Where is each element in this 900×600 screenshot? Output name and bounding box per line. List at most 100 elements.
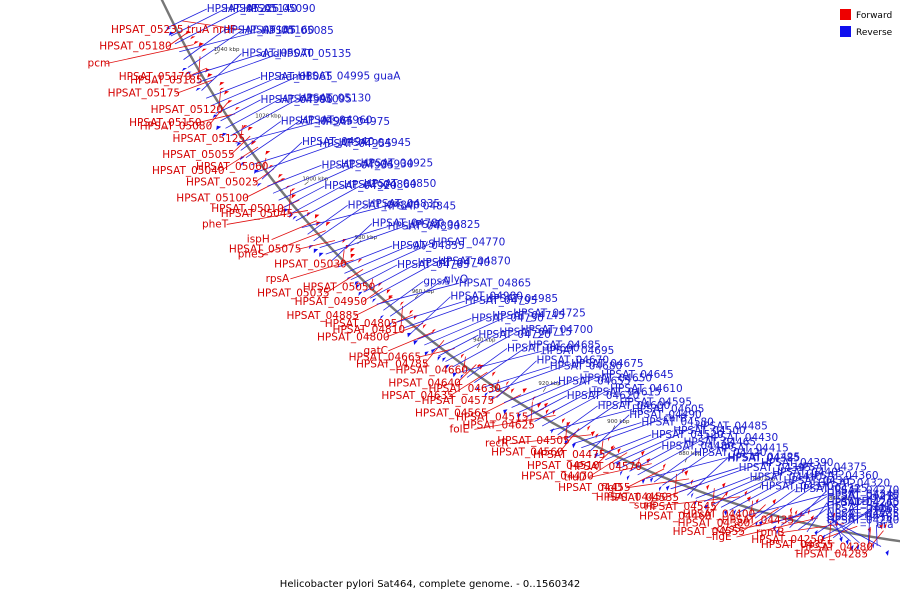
forward-gene-arrow (706, 484, 710, 491)
reverse-gene-label: HPSAT_04650 (580, 372, 653, 384)
forward-gene-arrow (247, 126, 253, 131)
forward-gene-arrow (544, 402, 549, 408)
label-leader-line (230, 98, 299, 137)
forward-gene-label: HPSAT_04665 (349, 351, 422, 363)
label-leader-line (541, 388, 611, 427)
label-leader-line (687, 458, 728, 496)
reverse-gene-label: hemH (279, 71, 310, 83)
reverse-gene-label: HPSAT_04985 (486, 293, 559, 305)
forward-gene-label: HPSAT_04555 (673, 526, 746, 538)
label-leader-line (703, 472, 773, 502)
label-leader-line (459, 350, 542, 373)
label-leader-line (736, 517, 818, 538)
reverse-gene-label: gyrB (870, 491, 894, 503)
label-leader-line (363, 262, 418, 293)
reverse-gene-arrow (650, 477, 654, 483)
reverse-gene-label: HPSAT_04975 (318, 116, 391, 128)
forward-gene-arrow (789, 507, 793, 514)
reverse-gene-label: HPSAT_04700 (521, 324, 594, 336)
forward-gene-label: flgE (712, 531, 732, 543)
reverse-gene-label: HPSAT_04830 (388, 221, 461, 233)
label-leader-line (187, 30, 243, 68)
reverse-gene-label: HPSAT_04375 (795, 461, 868, 473)
label-leader-line (754, 488, 796, 519)
reverse-gene-arrow (564, 439, 569, 446)
forward-gene-label: rpsA (266, 273, 290, 285)
label-leader-line (183, 30, 224, 60)
reverse-gene-arrow (572, 442, 577, 449)
reverse-gene-arrow (704, 504, 709, 510)
tick-mark (304, 181, 309, 185)
reverse-gene-label: HPSAT_04690 (507, 342, 580, 354)
reverse-gene-label: HPSAT_04865 (459, 277, 532, 289)
forward-gene-arrow (460, 353, 465, 359)
reverse-gene-label: HPSAT_04725 (513, 308, 586, 320)
reverse-gene-label: HPSAT_05105 (224, 25, 297, 37)
label-leader-line (417, 318, 472, 340)
forward-gene-arrow (590, 431, 596, 437)
label-leader-line (712, 467, 795, 505)
reverse-gene-label: HPSAT_04770 (433, 237, 506, 249)
label-leader-line (278, 162, 361, 201)
label-leader-line (263, 157, 267, 167)
reverse-gene-label: HPSAT_04935 (321, 159, 394, 171)
forward-gene-label: HPSAT_05235 truA nrdF (111, 24, 236, 36)
label-leader-line (179, 30, 262, 53)
label-leader-line (192, 53, 261, 76)
label-leader-line (225, 98, 280, 129)
reverse-gene-label: HPSAT_04845 (384, 201, 457, 213)
reverse-gene-arrow (476, 386, 480, 392)
reverse-gene-label: HPSAT_04940 (302, 136, 375, 148)
reverse-gene-arrow (460, 373, 464, 379)
label-leader-line (806, 502, 828, 533)
label-leader-line (503, 381, 559, 404)
label-leader-line (389, 278, 445, 317)
label-leader-line (496, 360, 537, 399)
forward-gene-arrow (617, 448, 621, 454)
reverse-gene-label: HPSAT_05135 (279, 48, 352, 60)
forward-gene-arrow (641, 450, 645, 457)
forward-gene-arrow (326, 222, 331, 227)
label-leader-line (403, 298, 486, 329)
forward-gene-label: HPSAT_04355 (761, 539, 834, 551)
reverse-gene-label: HPSAT_04720 (478, 329, 551, 341)
label-leader-line (581, 418, 664, 449)
label-leader-line (518, 374, 602, 413)
reverse-gene-label: HPSAT_04655 (558, 376, 631, 388)
forward-gene-label: recR (485, 438, 509, 450)
reverse-gene-label: HPSAT_04920 (324, 180, 397, 192)
label-leader-line (197, 113, 236, 124)
forward-gene-label: HPSAT_04400 (683, 509, 756, 521)
reverse-gene-arrow (388, 322, 393, 327)
label-leader-line (235, 121, 318, 144)
reverse-gene-label: HPSAT_04390 (761, 457, 834, 469)
label-leader-line (534, 392, 589, 422)
forward-gene-arrow (567, 421, 571, 427)
reverse-gene-label: HPSAT_04480 (661, 441, 734, 453)
reverse-gene-label: rplI (870, 501, 887, 513)
forward-gene-arrow (562, 418, 566, 424)
label-leader-line (244, 178, 283, 199)
reverse-gene-arrow (424, 351, 429, 357)
reverse-gene-arrow (733, 509, 737, 515)
forward-gene-label: HPSAT_04545 (644, 501, 717, 513)
label-leader-line (220, 99, 261, 122)
label-leader-line (449, 371, 488, 397)
forward-gene-label: HPSAT_05050 (303, 282, 376, 294)
forward-gene-label: HPSAT_04630 (428, 383, 501, 395)
forward-gene-arrow (190, 36, 196, 40)
label-leader-line (313, 203, 368, 242)
reverse-gene-label: HPSAT_04960 (300, 115, 373, 127)
reverse-gene-label: HPSAT_05225 (207, 3, 280, 15)
reverse-gene-label: HPSAT_05130 (299, 93, 372, 105)
forward-gene-arrow (522, 388, 527, 394)
label-leader-line (463, 356, 466, 371)
reverse-gene-arrow (776, 528, 779, 535)
label-leader-line (356, 264, 398, 287)
label-leader-line (763, 483, 818, 521)
forward-gene-arrow (492, 371, 496, 377)
reverse-gene-label: HPSAT_04995 guaA (298, 70, 402, 82)
label-leader-line (549, 409, 632, 431)
forward-gene-label: HPSAT_05055 (162, 149, 235, 161)
reverse-gene-arrow (372, 298, 377, 303)
